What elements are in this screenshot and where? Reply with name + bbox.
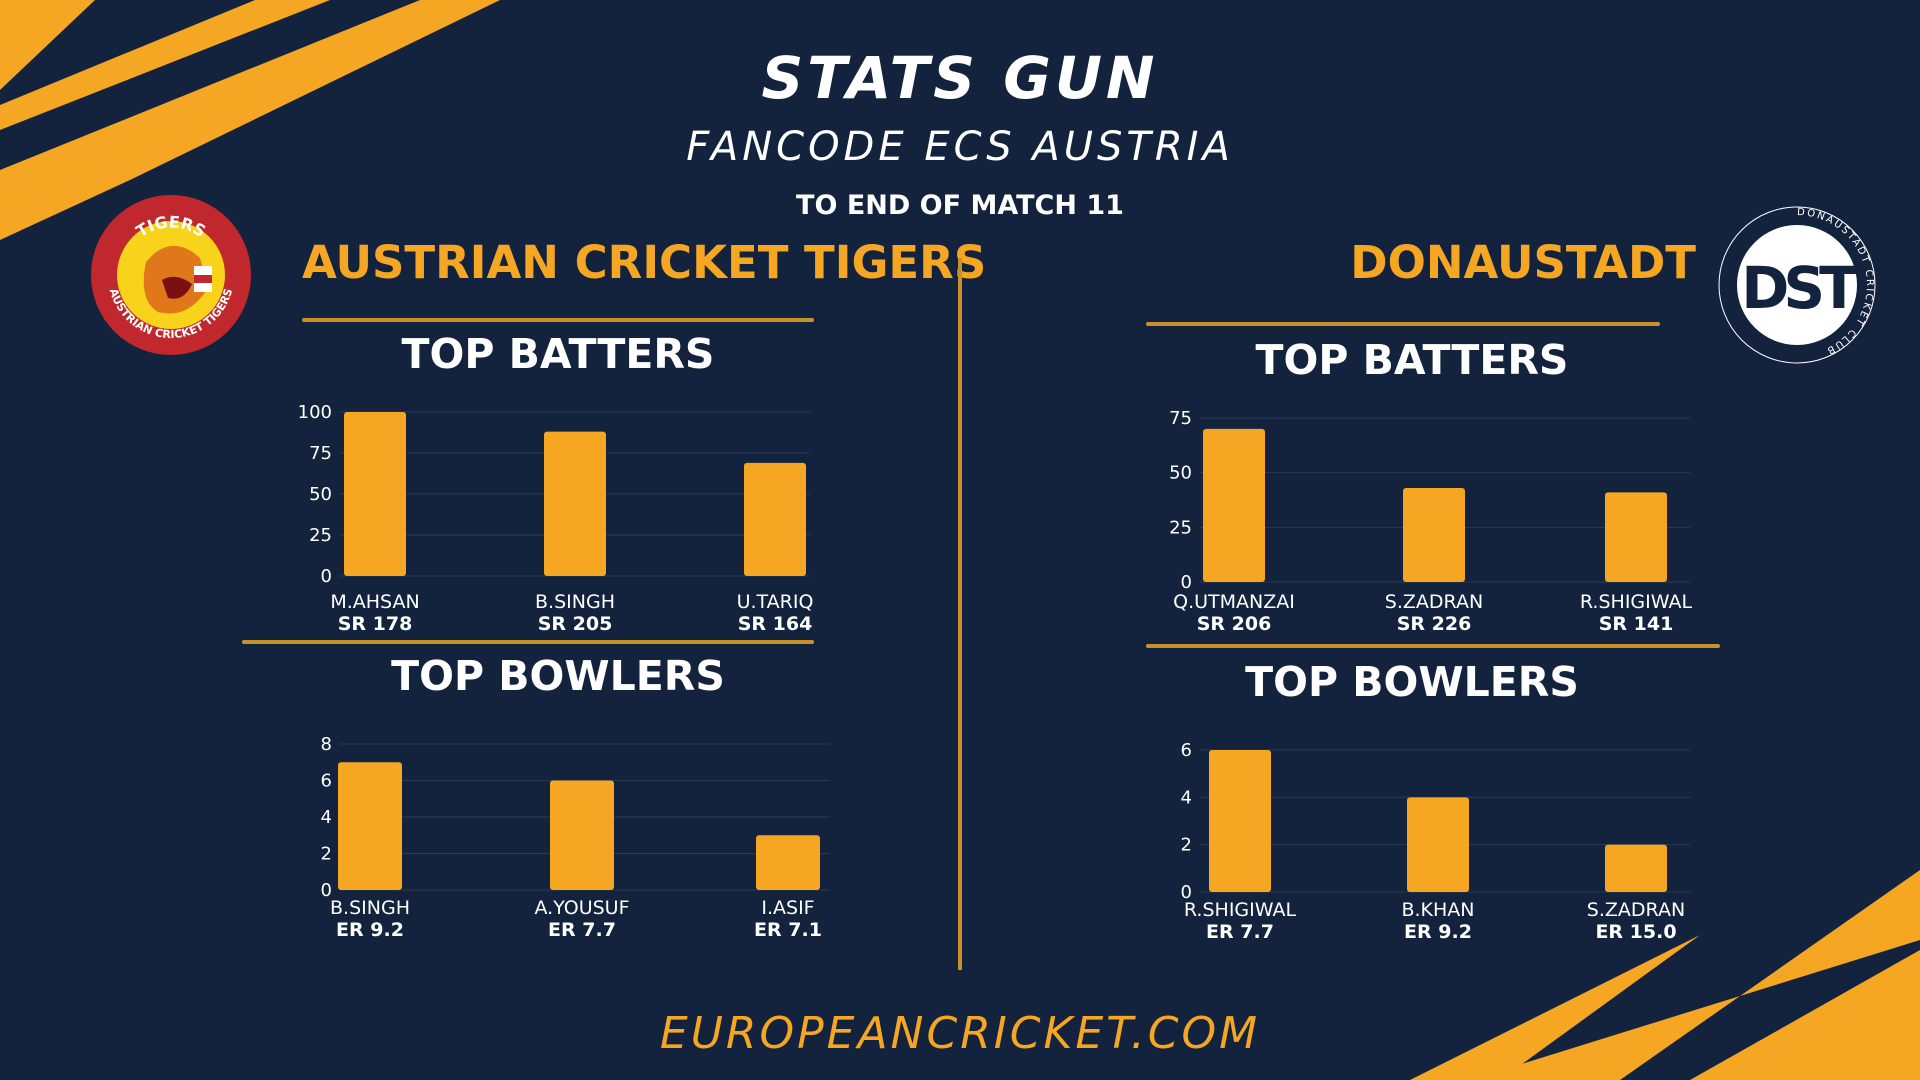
bar	[344, 412, 406, 576]
y-tick-label: 50	[1169, 463, 1192, 484]
y-tick-label: 100	[298, 402, 332, 423]
bottom-right-flash-corner	[1690, 950, 1920, 1080]
x-category-label: M.AHSAN	[330, 591, 419, 613]
y-tick-label: 75	[1169, 408, 1192, 429]
y-tick-label: 8	[321, 734, 332, 755]
left-top-rule	[302, 318, 814, 322]
y-tick-label: 75	[309, 443, 332, 464]
x-sublabel: ER 7.7	[1206, 921, 1274, 943]
x-category-label: U.TARIQ	[737, 591, 814, 613]
left-batters-heading: TOP BATTERS	[401, 330, 715, 378]
top-left-flash-stroke	[0, 0, 330, 130]
x-sublabel: ER 7.7	[548, 919, 616, 941]
y-tick-label: 2	[1181, 835, 1192, 856]
y-tick-label: 25	[309, 525, 332, 546]
x-sublabel: SR 206	[1197, 613, 1272, 635]
x-category-label: I.ASIF	[761, 897, 814, 919]
top-left-flash-wide	[0, 0, 500, 240]
x-category-label: Q.UTMANZAI	[1173, 591, 1295, 613]
tigers-logo: TIGERS AUSTRIAN CRICKET TIGERS	[91, 195, 251, 355]
x-category-label: R.SHIGIWAL	[1184, 899, 1297, 921]
x-category-label: R.SHIGIWAL	[1580, 591, 1693, 613]
page-subtitle: FANCODE ECS AUSTRIA	[686, 124, 1234, 170]
right-mid-rule	[1146, 644, 1720, 648]
x-category-label: B.SINGH	[535, 591, 615, 613]
right-batters-heading: TOP BATTERS	[1255, 336, 1569, 384]
left-mid-rule	[242, 640, 814, 644]
y-tick-label: 0	[1181, 572, 1192, 593]
y-tick-label: 4	[1181, 787, 1192, 808]
x-sublabel: SR 205	[538, 613, 613, 635]
team-name-left: AUSTRIAN CRICKET TIGERS	[302, 236, 987, 289]
y-tick-label: 0	[321, 880, 332, 901]
y-tick-label: 6	[1181, 740, 1192, 761]
bar	[1407, 797, 1469, 892]
bar	[1605, 844, 1667, 892]
bottom-right-flash-stroke	[1410, 935, 1700, 1080]
bar	[1203, 428, 1265, 582]
x-sublabel: ER 7.1	[754, 919, 822, 941]
x-sublabel: ER 9.2	[1404, 921, 1472, 943]
center-divider	[958, 258, 962, 970]
bar	[744, 462, 806, 576]
donaustadt-logo: DST DONAUSTADT CRICKET CLUB	[1718, 206, 1876, 364]
bar	[1605, 492, 1667, 582]
top-left-flash	[0, 0, 95, 90]
x-category-label: A.YOUSUF	[534, 897, 629, 919]
donaustadt-monogram: DST	[1741, 254, 1859, 322]
x-category-label: S.ZADRAN	[1587, 899, 1685, 921]
y-tick-label: 4	[321, 807, 332, 828]
bar	[756, 835, 820, 890]
y-tick-label: 50	[309, 484, 332, 505]
bar	[1403, 487, 1465, 582]
x-sublabel: SR 164	[738, 613, 813, 635]
x-sublabel: SR 178	[338, 613, 413, 635]
period-label: TO END OF MATCH 11	[796, 190, 1124, 221]
bar	[544, 431, 606, 576]
bar	[338, 762, 402, 890]
x-sublabel: ER 9.2	[336, 919, 404, 941]
y-tick-label: 25	[1169, 517, 1192, 538]
x-sublabel: ER 15.0	[1595, 921, 1676, 943]
page-title: STATS GUN	[761, 44, 1159, 112]
x-sublabel: SR 141	[1599, 613, 1674, 635]
x-category-label: B.KHAN	[1401, 899, 1474, 921]
y-tick-label: 0	[321, 566, 332, 587]
bar	[1209, 750, 1271, 892]
right-bowlers-heading: TOP BOWLERS	[1245, 658, 1579, 706]
left-bowlers-heading: TOP BOWLERS	[391, 652, 725, 700]
y-tick-label: 6	[321, 771, 332, 792]
bar	[550, 780, 614, 890]
y-tick-label: 0	[1181, 882, 1192, 903]
right-top-rule	[1146, 322, 1660, 326]
y-tick-label: 2	[321, 844, 332, 865]
x-category-label: B.SINGH	[330, 897, 410, 919]
x-category-label: S.ZADRAN	[1385, 591, 1483, 613]
x-sublabel: SR 226	[1397, 613, 1472, 635]
team-name-right: DONAUSTADT	[1350, 236, 1696, 289]
footer-website: EUROPEANCRICKET.COM	[659, 1008, 1261, 1059]
